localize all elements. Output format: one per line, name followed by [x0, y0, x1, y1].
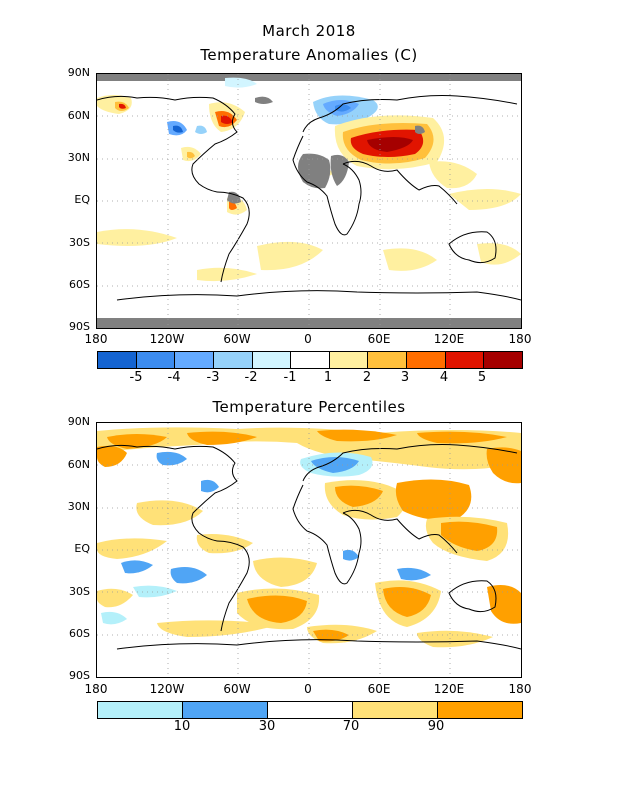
anomaly-legend-label: -5 [129, 370, 143, 385]
percentile-legend-swatch [353, 702, 438, 718]
lat-label-90s: 90S [69, 320, 90, 333]
lon-label-60w: 60W [223, 682, 251, 696]
lon-label-0: 0 [304, 682, 312, 696]
anomaly-legend-label: -2 [244, 370, 258, 385]
month-title: March 2018 [262, 22, 356, 40]
percentile-legend-label: 30 [258, 719, 276, 734]
anomaly-legend-label: -1 [283, 370, 297, 385]
lon-label-60w: 60W [223, 332, 251, 346]
lat-label-60n: 60N [67, 458, 90, 471]
anomaly-legend-swatch [484, 352, 523, 368]
percentile-legend-swatch [438, 702, 522, 718]
percentile-legend [97, 701, 523, 719]
anomaly-legend-swatch [252, 352, 292, 368]
percentile-legend-label: 90 [427, 719, 445, 734]
anomaly-legend-swatch [445, 352, 485, 368]
lon-label-0: 0 [304, 332, 312, 346]
lon-label-120w: 120W [149, 332, 185, 346]
anomaly-legend-label: 2 [362, 370, 372, 385]
lat-label-eq: EQ [74, 193, 90, 206]
lon-label-120e: 120E [433, 682, 465, 696]
lon-label-180w: 180 [84, 332, 108, 346]
lat-label-60s: 60S [69, 627, 90, 640]
anomaly-legend-label: 3 [400, 370, 410, 385]
percentile-legend-swatch [98, 702, 183, 718]
anomaly-legend-swatch [329, 352, 369, 368]
lon-label-120w: 120W [149, 682, 185, 696]
lat-label-90n: 90N [67, 66, 90, 79]
anomaly-legend [97, 351, 523, 369]
anomaly-legend-swatch [175, 352, 214, 368]
anomaly-legend-swatch [98, 352, 137, 368]
lat-label-30s: 30S [69, 236, 90, 249]
lat-label-30n: 30N [67, 151, 90, 164]
percentile-legend-label: 10 [173, 719, 191, 734]
lat-label-30s: 30S [69, 585, 90, 598]
lon-label-60e: 60E [367, 332, 391, 346]
lat-label-30n: 30N [67, 500, 90, 513]
anomaly-legend-label: 1 [323, 370, 333, 385]
lat-label-60n: 60N [67, 109, 90, 122]
lon-label-60e: 60E [367, 682, 391, 696]
lat-label-eq: EQ [74, 542, 90, 555]
anomaly-legend-label: 4 [439, 370, 449, 385]
lon-label-180e: 180 [508, 682, 532, 696]
anomaly-legend-swatch [213, 352, 253, 368]
anomaly-legend-label: 5 [477, 370, 487, 385]
lat-label-60s: 60S [69, 278, 90, 291]
lon-label-180w: 180 [84, 682, 108, 696]
anomaly-legend-swatch [368, 352, 408, 368]
anomaly-map-title: Temperature Anomalies (C) [200, 46, 418, 64]
percentile-legend-swatch [268, 702, 353, 718]
lat-label-90s: 90S [69, 669, 90, 682]
percentile-map-title: Temperature Percentiles [212, 398, 406, 416]
anomaly-legend-swatch [407, 352, 446, 368]
lon-label-180e: 180 [508, 332, 532, 346]
anomaly-legend-label: -3 [206, 370, 220, 385]
anomaly-legend-label: -4 [167, 370, 181, 385]
anomaly-legend-swatch [136, 352, 176, 368]
percentile-legend-label: 70 [342, 719, 360, 734]
lat-label-90n: 90N [67, 415, 90, 428]
anomaly-map [96, 73, 522, 329]
percentile-legend-swatch [183, 702, 268, 718]
lon-label-120e: 120E [433, 332, 465, 346]
percentile-map [96, 422, 522, 678]
anomaly-legend-swatch [291, 352, 330, 368]
